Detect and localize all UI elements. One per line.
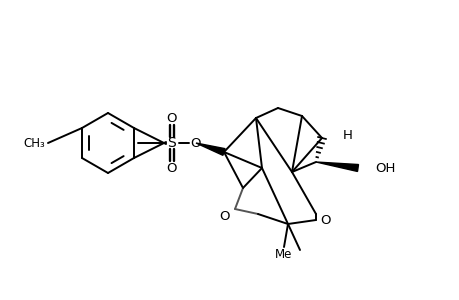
- Text: H: H: [342, 128, 352, 142]
- Polygon shape: [315, 162, 358, 172]
- Text: S: S: [167, 136, 176, 150]
- Text: CH₃: CH₃: [23, 136, 45, 149]
- Text: O: O: [190, 136, 201, 149]
- Text: O: O: [166, 161, 177, 175]
- Text: Me: Me: [275, 248, 292, 260]
- Text: OH: OH: [374, 161, 395, 175]
- Polygon shape: [196, 143, 224, 155]
- Text: O: O: [320, 214, 330, 226]
- Text: O: O: [219, 211, 230, 224]
- Text: O: O: [166, 112, 177, 124]
